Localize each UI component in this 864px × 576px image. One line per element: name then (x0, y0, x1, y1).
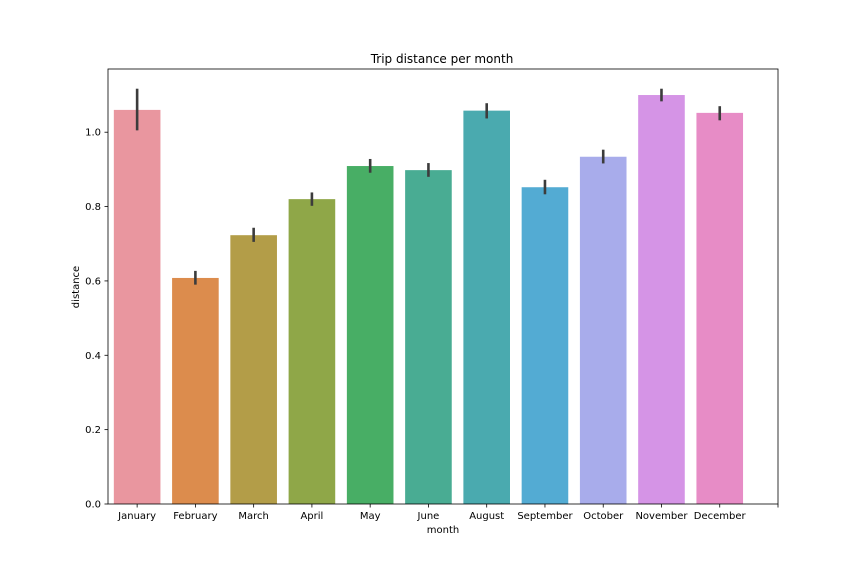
x-tick-label-august: August (469, 511, 504, 522)
x-tick-label-october: October (583, 511, 624, 522)
bar-february (172, 277, 219, 504)
bar-august (463, 110, 510, 504)
chart-title: Trip distance per month (370, 52, 514, 66)
y-tick-label: 0.8 (85, 202, 101, 213)
bar-december (696, 112, 744, 505)
x-tick-label-january: January (117, 511, 156, 522)
bar-may (346, 166, 394, 505)
x-tick-label-february: February (173, 511, 217, 522)
y-tick-label: 0.6 (85, 276, 101, 287)
y-axis-label: distance (71, 266, 82, 308)
x-tick-label-may: May (360, 511, 381, 522)
x-axis: January February March April May June August Se… (117, 504, 779, 522)
x-axis-label: month (427, 525, 459, 536)
x-tick-label-march: March (238, 511, 268, 522)
bar-october (579, 156, 627, 505)
bar-june (405, 170, 452, 504)
y-tick-label: 1.0 (85, 128, 101, 139)
bar-november (638, 95, 685, 504)
x-tick-label-june: June (417, 511, 440, 522)
y-tick-label: 0.0 (85, 500, 101, 511)
y-tick-label: 0.2 (85, 425, 101, 436)
x-tick-label-november: November (635, 511, 688, 522)
x-tick-label-april: April (300, 511, 323, 522)
y-axis: 0.0 0.2 0.4 0.6 0.8 1.0 (85, 128, 108, 511)
error-bars-layer (135, 88, 722, 285)
x-tick-label-september: September (517, 511, 573, 522)
bar-january (113, 109, 161, 505)
bar-september (521, 187, 569, 505)
plot-frame (107, 68, 779, 505)
bars-layer (113, 95, 744, 505)
y-tick-label: 0.4 (85, 351, 101, 362)
x-tick-label-december: December (694, 511, 747, 522)
bar-april (288, 199, 336, 504)
bar-march (230, 235, 277, 504)
